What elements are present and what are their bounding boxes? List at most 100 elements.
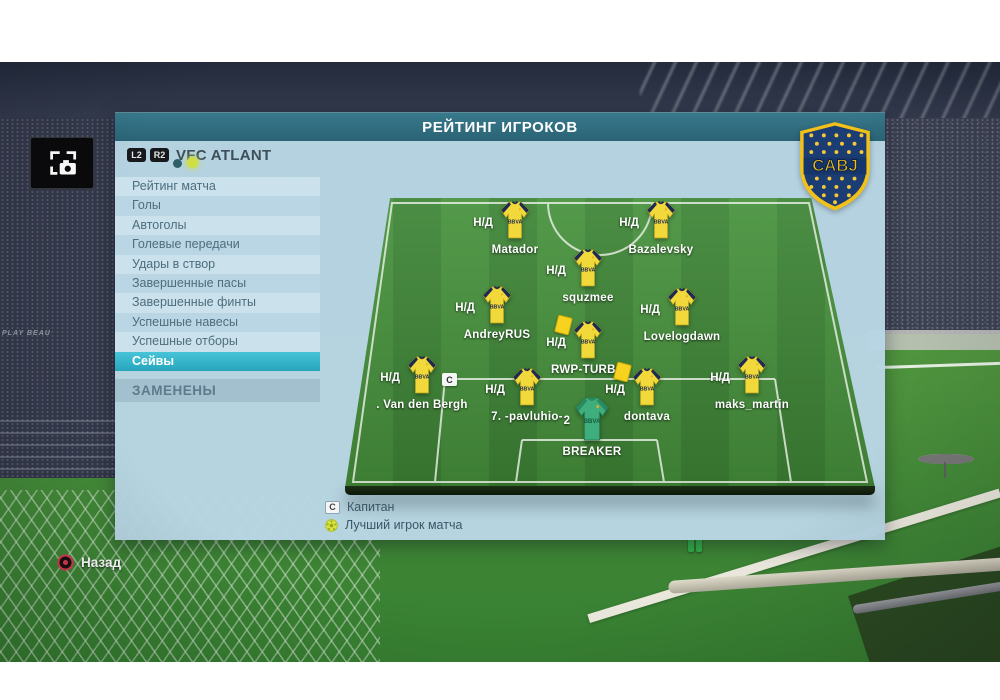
ball-icon [325,518,338,532]
stadium-roof [0,62,1000,118]
sidebar-item[interactable]: Голевые передачи [115,235,320,255]
player-name: Matador [491,244,539,256]
player-name: dontava [623,411,671,423]
circle-button-icon [57,554,74,571]
share-screenshot-overlay [30,137,94,189]
water-bottle [696,538,702,552]
field-microphone-leg [944,462,946,478]
player-rating: Н/Д [485,384,505,396]
player-rating: Н/Д [473,217,493,229]
player-name: RWP-TURBO [550,364,626,376]
jersey-icon: BBVA [500,201,530,239]
jersey-sponsor: BBVA [654,219,669,225]
sidebar-item-label: Голы [132,198,161,213]
stadium-right-wall [868,330,1000,350]
sidebar-item[interactable]: Успешные отборы [115,332,320,352]
sidebar-item-label: Сейвы [132,353,175,368]
team-name: VFC ATLANT [176,146,272,164]
player-rating: Н/Д [455,302,475,314]
jersey-sponsor: BBVA [745,374,760,380]
sidebar-item[interactable]: Удары в створ [115,254,320,274]
game-frame: PLAY BEAU РЕЙТИНГ ИГРОКОВ L2 [0,62,1000,662]
sidebar-item-label: Успешные отборы [132,334,238,349]
r2-trigger-button[interactable]: R2 [150,148,169,162]
player-name: Bazalevsky [628,244,694,256]
jersey-icon: BBVA [573,249,603,287]
jersey-sponsor: BBVA [415,374,430,380]
sidebar-item-label: Рейтинг матча [132,179,216,193]
sidebar-item-label: Завершенные пасы [132,275,247,290]
player-rating: Н/Д [546,337,566,349]
player-name: Lovelogdawn [643,331,721,343]
sidebar-item[interactable]: Сейвы [115,351,320,371]
jersey-sponsor: BBVA [675,306,690,312]
sidebar-item-label: Автоголы [132,217,187,232]
panel-header: РЕЙТИНГ ИГРОКОВ [115,112,885,141]
legend-captain-row: C Капитан [325,498,462,516]
club-badge-cabj: CABJ [793,120,877,212]
field-microphone [918,454,974,464]
pitch-3d-edge [345,486,875,495]
back-control[interactable]: Назад [57,554,121,571]
player-rating: Н/Д [605,384,625,396]
player-rating: Н/Д [380,372,400,384]
jersey-icon: BBVA [575,397,609,441]
player-name: squzmee [562,292,614,304]
formation-pitch: Н/Д BBVA C Matador [345,198,875,495]
pitch-markings [351,202,869,483]
jersey-icon: BBVA [646,201,676,239]
sidebar-item[interactable]: Автоголы [115,215,320,236]
club-badge-icon: CABJ [800,122,870,211]
jersey-icon: BBVA [482,286,512,324]
best-player-legend-label: Лучший игрок матча [345,518,463,532]
player-name: 7. -pavluhio- [491,411,563,423]
sidebar-item[interactable]: Рейтинг матча [115,177,320,197]
player-rating: Н/Д [710,372,730,384]
sidebar-item-label: Удары в створ [132,256,216,271]
player-rating: Н/Д [546,265,566,277]
legend: C Капитан Лучший игрок матча [325,498,462,534]
player-name: maks_martin [714,399,790,411]
jersey-icon: BBVA [573,321,603,359]
team-switcher[interactable]: L2 R2 VFC ATLANT [127,145,271,165]
captain-legend-label: Капитан [347,500,395,514]
sidebar-item[interactable]: Завершенные пасы [115,273,320,294]
water-bottle [688,538,694,552]
sidebar-item-label: Завершенные финты [132,295,256,310]
stadium-ad-text: PLAY BEAU [2,330,51,337]
team-indicator-dot-active [187,157,198,168]
legend-best-player-row: Лучший игрок матча [325,516,462,534]
jersey-sponsor: BBVA [520,386,535,392]
player-rating: Н/Д [619,217,639,229]
jersey-icon: BBVA [632,368,662,406]
club-badge-initials: CABJ [812,156,858,175]
jersey-icon: BBVA [512,368,542,406]
player-rating: Н/Д [640,304,660,316]
jersey-icon: BBVA [737,356,767,394]
sidebar-item[interactable]: Голы [115,196,320,216]
stadium-left-railings [0,410,115,478]
sidebar-item[interactable]: Успешные навесы [115,312,320,333]
player-ratings-panel: РЕЙТИНГ ИГРОКОВ L2 R2 VFC ATLANT Рейтинг… [115,112,885,540]
sidebar-item-label: Успешные навесы [132,314,238,329]
l2-trigger-button[interactable]: L2 [127,148,146,162]
page-title: РЕЙТИНГ ИГРОКОВ [422,118,578,136]
player-name: . Van den Bergh [376,399,468,411]
player-name: AndreyRUS [463,329,531,341]
sidebar-item-label: Голевые передачи [132,237,240,252]
jersey-sponsor: BBVA [581,267,596,273]
sidebar-item[interactable]: Завершенные финты [115,293,320,313]
stat-category-list: Рейтинг матча Голы Автоголы Голевые пере… [115,177,320,371]
jersey-icon: BBVA [667,288,697,326]
jersey-sponsor: BBVA [490,304,505,310]
player-name: BREAKER [562,446,622,458]
stadium-left-stand [0,118,115,478]
back-label: Назад [81,555,122,570]
jersey-sponsor: BBVA [640,386,655,392]
jersey-icon: BBVA [407,356,437,394]
camera-screenshot-icon [50,151,77,175]
player-rating: 2 [563,415,570,427]
team-indicator-dot [173,159,182,168]
jersey-sponsor: BBVA [508,219,523,225]
